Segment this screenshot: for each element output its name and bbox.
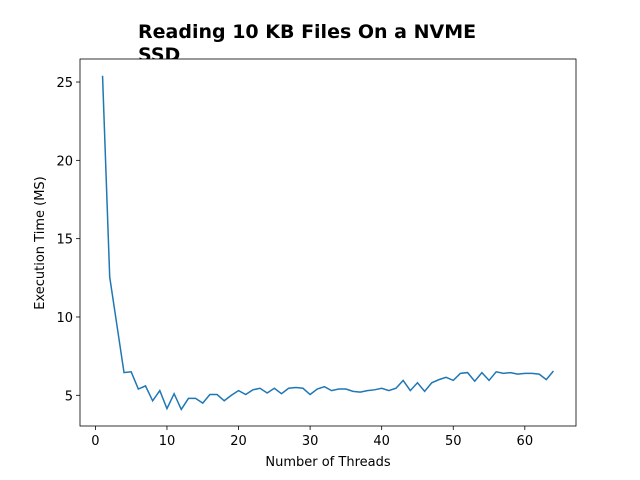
x-tick-label: 60: [517, 434, 534, 449]
y-tick-label: 25: [56, 76, 73, 91]
y-tick-label: 5: [65, 389, 73, 404]
axes-frame: [79, 58, 577, 427]
y-tick-label: 15: [56, 233, 73, 248]
x-axis-label: Number of Threads: [265, 455, 390, 470]
data-line: [101, 75, 555, 411]
x-tick-label: 20: [230, 434, 247, 449]
x-tick-label: 0: [91, 434, 99, 449]
x-tick-label: 50: [445, 434, 462, 449]
x-tick-label: 30: [302, 434, 319, 449]
y-tick-label: 10: [56, 311, 73, 326]
y-axis-label: Execution Time (MS): [33, 176, 48, 310]
plot-area: [80, 59, 576, 426]
y-tick-label: 20: [56, 154, 73, 169]
chart-title: Reading 10 KB Files On a NVME: [138, 21, 476, 43]
x-tick-label: 10: [159, 434, 176, 449]
x-tick-label: 40: [373, 434, 390, 449]
